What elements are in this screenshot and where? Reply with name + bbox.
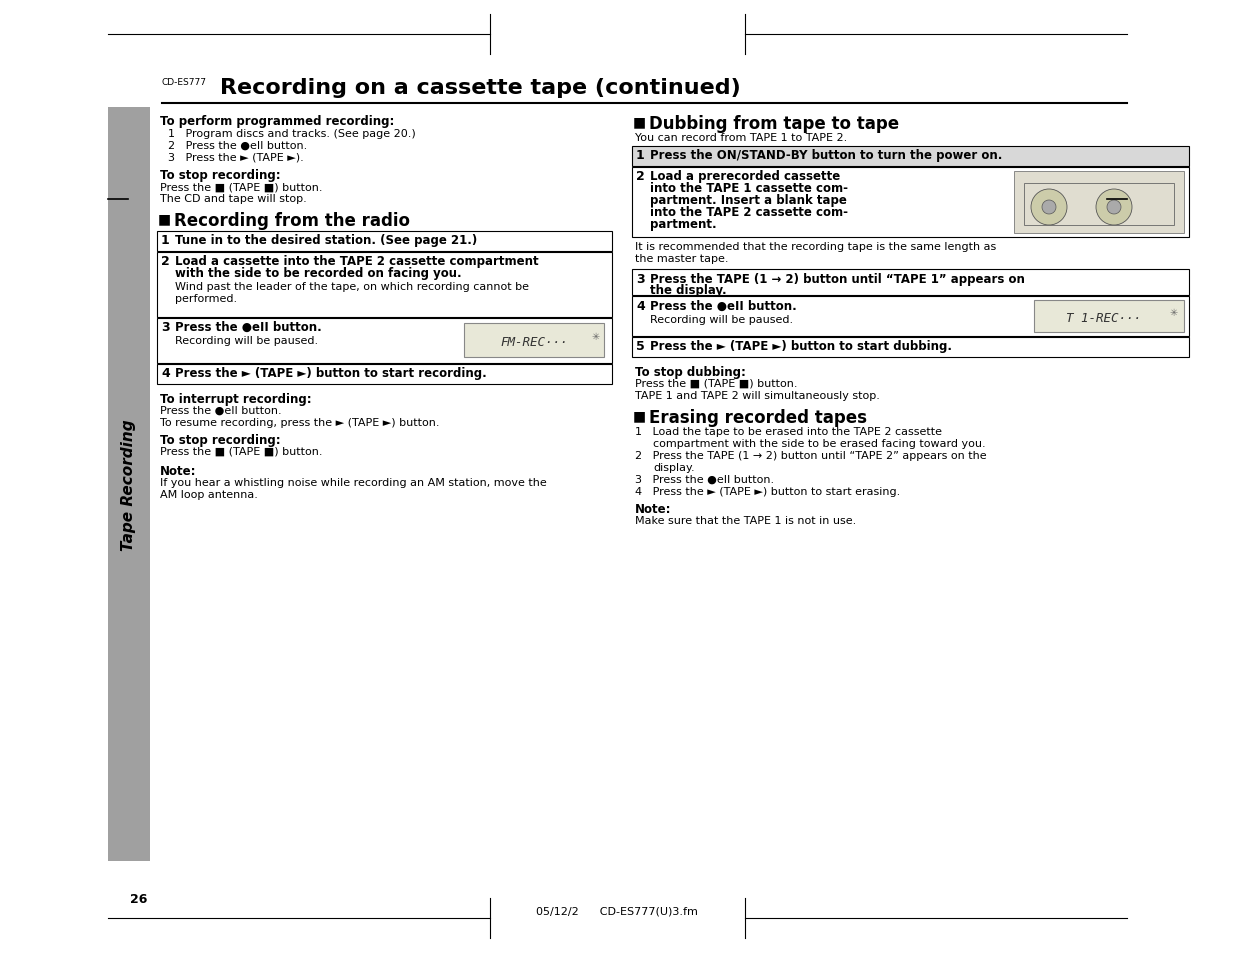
Text: 3: 3: [161, 320, 169, 334]
Text: Tape Recording: Tape Recording: [121, 418, 137, 550]
Text: ✳: ✳: [592, 332, 600, 341]
Text: You can record from TAPE 1 to TAPE 2.: You can record from TAPE 1 to TAPE 2.: [635, 132, 847, 143]
Text: Press the ●eII button.: Press the ●eII button.: [650, 299, 797, 313]
Text: ✳: ✳: [1170, 308, 1178, 317]
Text: Recording on a cassette tape (continued): Recording on a cassette tape (continued): [220, 78, 741, 98]
Circle shape: [1031, 190, 1067, 226]
Text: It is recommended that the recording tape is the same length as: It is recommended that the recording tap…: [635, 242, 997, 252]
Bar: [632, 168, 1189, 237]
Circle shape: [1107, 201, 1121, 214]
Text: Press the ■ (TAPE ■) button.: Press the ■ (TAPE ■) button.: [635, 378, 798, 389]
Text: To resume recording, press the ► (TAPE ►) button.: To resume recording, press the ► (TAPE ►…: [161, 417, 440, 428]
Text: Press the TAPE (1 → 2) button until “TAPE 1” appears on: Press the TAPE (1 → 2) button until “TAP…: [650, 273, 1025, 286]
Text: performed.: performed.: [175, 294, 237, 304]
Text: 2: 2: [636, 170, 645, 183]
Text: TAPE 1 and TAPE 2 will simultaneously stop.: TAPE 1 and TAPE 2 will simultaneously st…: [635, 391, 879, 400]
Text: compartment with the side to be erased facing toward you.: compartment with the side to be erased f…: [653, 438, 986, 449]
Text: the master tape.: the master tape.: [635, 253, 729, 264]
Text: 1   Program discs and tracks. (See page 20.): 1 Program discs and tracks. (See page 20…: [168, 129, 416, 139]
Text: To stop dubbing:: To stop dubbing:: [635, 366, 746, 378]
Text: Wind past the leader of the tape, on which recording cannot be: Wind past the leader of the tape, on whi…: [175, 282, 529, 292]
Text: 1   Load the tape to be erased into the TAPE 2 cassette: 1 Load the tape to be erased into the TA…: [635, 427, 942, 436]
Bar: [157, 253, 613, 317]
Text: Dubbing from tape to tape: Dubbing from tape to tape: [650, 115, 899, 132]
Text: Press the ■ (TAPE ■) button.: Press the ■ (TAPE ■) button.: [161, 182, 322, 192]
Text: Press the ► (TAPE ►) button to start recording.: Press the ► (TAPE ►) button to start rec…: [175, 367, 487, 379]
Text: Press the ●eII button.: Press the ●eII button.: [161, 406, 282, 416]
Text: Recording will be paused.: Recording will be paused.: [175, 335, 319, 346]
Text: 05/12/2      CD-ES777(U)3.fm: 05/12/2 CD-ES777(U)3.fm: [536, 906, 698, 916]
Text: 3   Press the ► (TAPE ►).: 3 Press the ► (TAPE ►).: [168, 152, 304, 163]
Text: Note:: Note:: [161, 464, 196, 477]
Text: 1: 1: [636, 149, 645, 162]
Bar: [632, 147, 1189, 167]
Text: FM-REC···: FM-REC···: [500, 336, 568, 349]
Text: 4: 4: [161, 367, 169, 379]
Bar: [157, 232, 613, 252]
Text: the display.: the display.: [650, 284, 726, 296]
Text: 1: 1: [161, 233, 169, 247]
Text: partment.: partment.: [650, 218, 716, 231]
Text: Note:: Note:: [635, 502, 672, 516]
Text: AM loop antenna.: AM loop antenna.: [161, 490, 258, 499]
Text: partment. Insert a blank tape: partment. Insert a blank tape: [650, 193, 847, 207]
Text: To stop recording:: To stop recording:: [161, 169, 280, 182]
Bar: [157, 318, 613, 364]
Text: Press the ► (TAPE ►) button to start dubbing.: Press the ► (TAPE ►) button to start dub…: [650, 339, 952, 353]
Text: To stop recording:: To stop recording:: [161, 434, 280, 447]
Text: ■: ■: [634, 409, 646, 422]
Text: ■: ■: [634, 115, 646, 129]
Text: into the TAPE 1 cassette com-: into the TAPE 1 cassette com-: [650, 182, 848, 194]
Text: Load a cassette into the TAPE 2 cassette compartment: Load a cassette into the TAPE 2 cassette…: [175, 254, 538, 268]
Text: To perform programmed recording:: To perform programmed recording:: [161, 115, 394, 128]
Bar: [157, 365, 613, 385]
Bar: [632, 337, 1189, 357]
Bar: [632, 270, 1189, 295]
Text: To interrupt recording:: To interrupt recording:: [161, 393, 311, 406]
Text: 2   Press the TAPE (1 → 2) button until “TAPE 2” appears on the: 2 Press the TAPE (1 → 2) button until “T…: [635, 451, 987, 460]
Text: 2: 2: [161, 254, 169, 268]
Text: CD-ES777: CD-ES777: [162, 78, 207, 87]
Bar: [1024, 184, 1174, 226]
Text: 3   Press the ●eII button.: 3 Press the ●eII button.: [635, 475, 774, 484]
Bar: [1034, 301, 1184, 333]
Bar: [464, 324, 604, 357]
Text: with the side to be recorded on facing you.: with the side to be recorded on facing y…: [175, 267, 462, 280]
Bar: [107, 108, 149, 862]
Text: 3: 3: [636, 273, 645, 286]
Text: Recording from the radio: Recording from the radio: [174, 212, 410, 230]
Text: Press the ON/STAND-BY button to turn the power on.: Press the ON/STAND-BY button to turn the…: [650, 149, 1003, 162]
Text: 2   Press the ●eII button.: 2 Press the ●eII button.: [168, 141, 308, 151]
Text: ■: ■: [158, 212, 172, 226]
Text: 5: 5: [636, 339, 645, 353]
Text: Recording will be paused.: Recording will be paused.: [650, 314, 793, 325]
Circle shape: [1095, 190, 1132, 226]
Text: The CD and tape will stop.: The CD and tape will stop.: [161, 193, 306, 204]
Text: Press the ■ (TAPE ■) button.: Press the ■ (TAPE ■) button.: [161, 447, 322, 456]
Text: 4   Press the ► (TAPE ►) button to start erasing.: 4 Press the ► (TAPE ►) button to start e…: [635, 486, 900, 497]
Text: Tune in to the desired station. (See page 21.): Tune in to the desired station. (See pag…: [175, 233, 477, 247]
Text: display.: display.: [653, 462, 694, 473]
Text: Load a prerecorded cassette: Load a prerecorded cassette: [650, 170, 840, 183]
Circle shape: [1042, 201, 1056, 214]
Text: 4: 4: [636, 299, 645, 313]
Text: Make sure that the TAPE 1 is not in use.: Make sure that the TAPE 1 is not in use.: [635, 516, 856, 525]
Bar: [632, 296, 1189, 336]
Text: If you hear a whistling noise while recording an AM station, move the: If you hear a whistling noise while reco…: [161, 477, 547, 488]
Text: T 1-REC···: T 1-REC···: [1067, 313, 1141, 325]
Text: 26: 26: [130, 892, 147, 905]
Text: Press the ●eII button.: Press the ●eII button.: [175, 320, 322, 334]
Text: into the TAPE 2 cassette com-: into the TAPE 2 cassette com-: [650, 206, 848, 219]
Text: Erasing recorded tapes: Erasing recorded tapes: [650, 409, 867, 427]
Bar: [1014, 172, 1184, 233]
